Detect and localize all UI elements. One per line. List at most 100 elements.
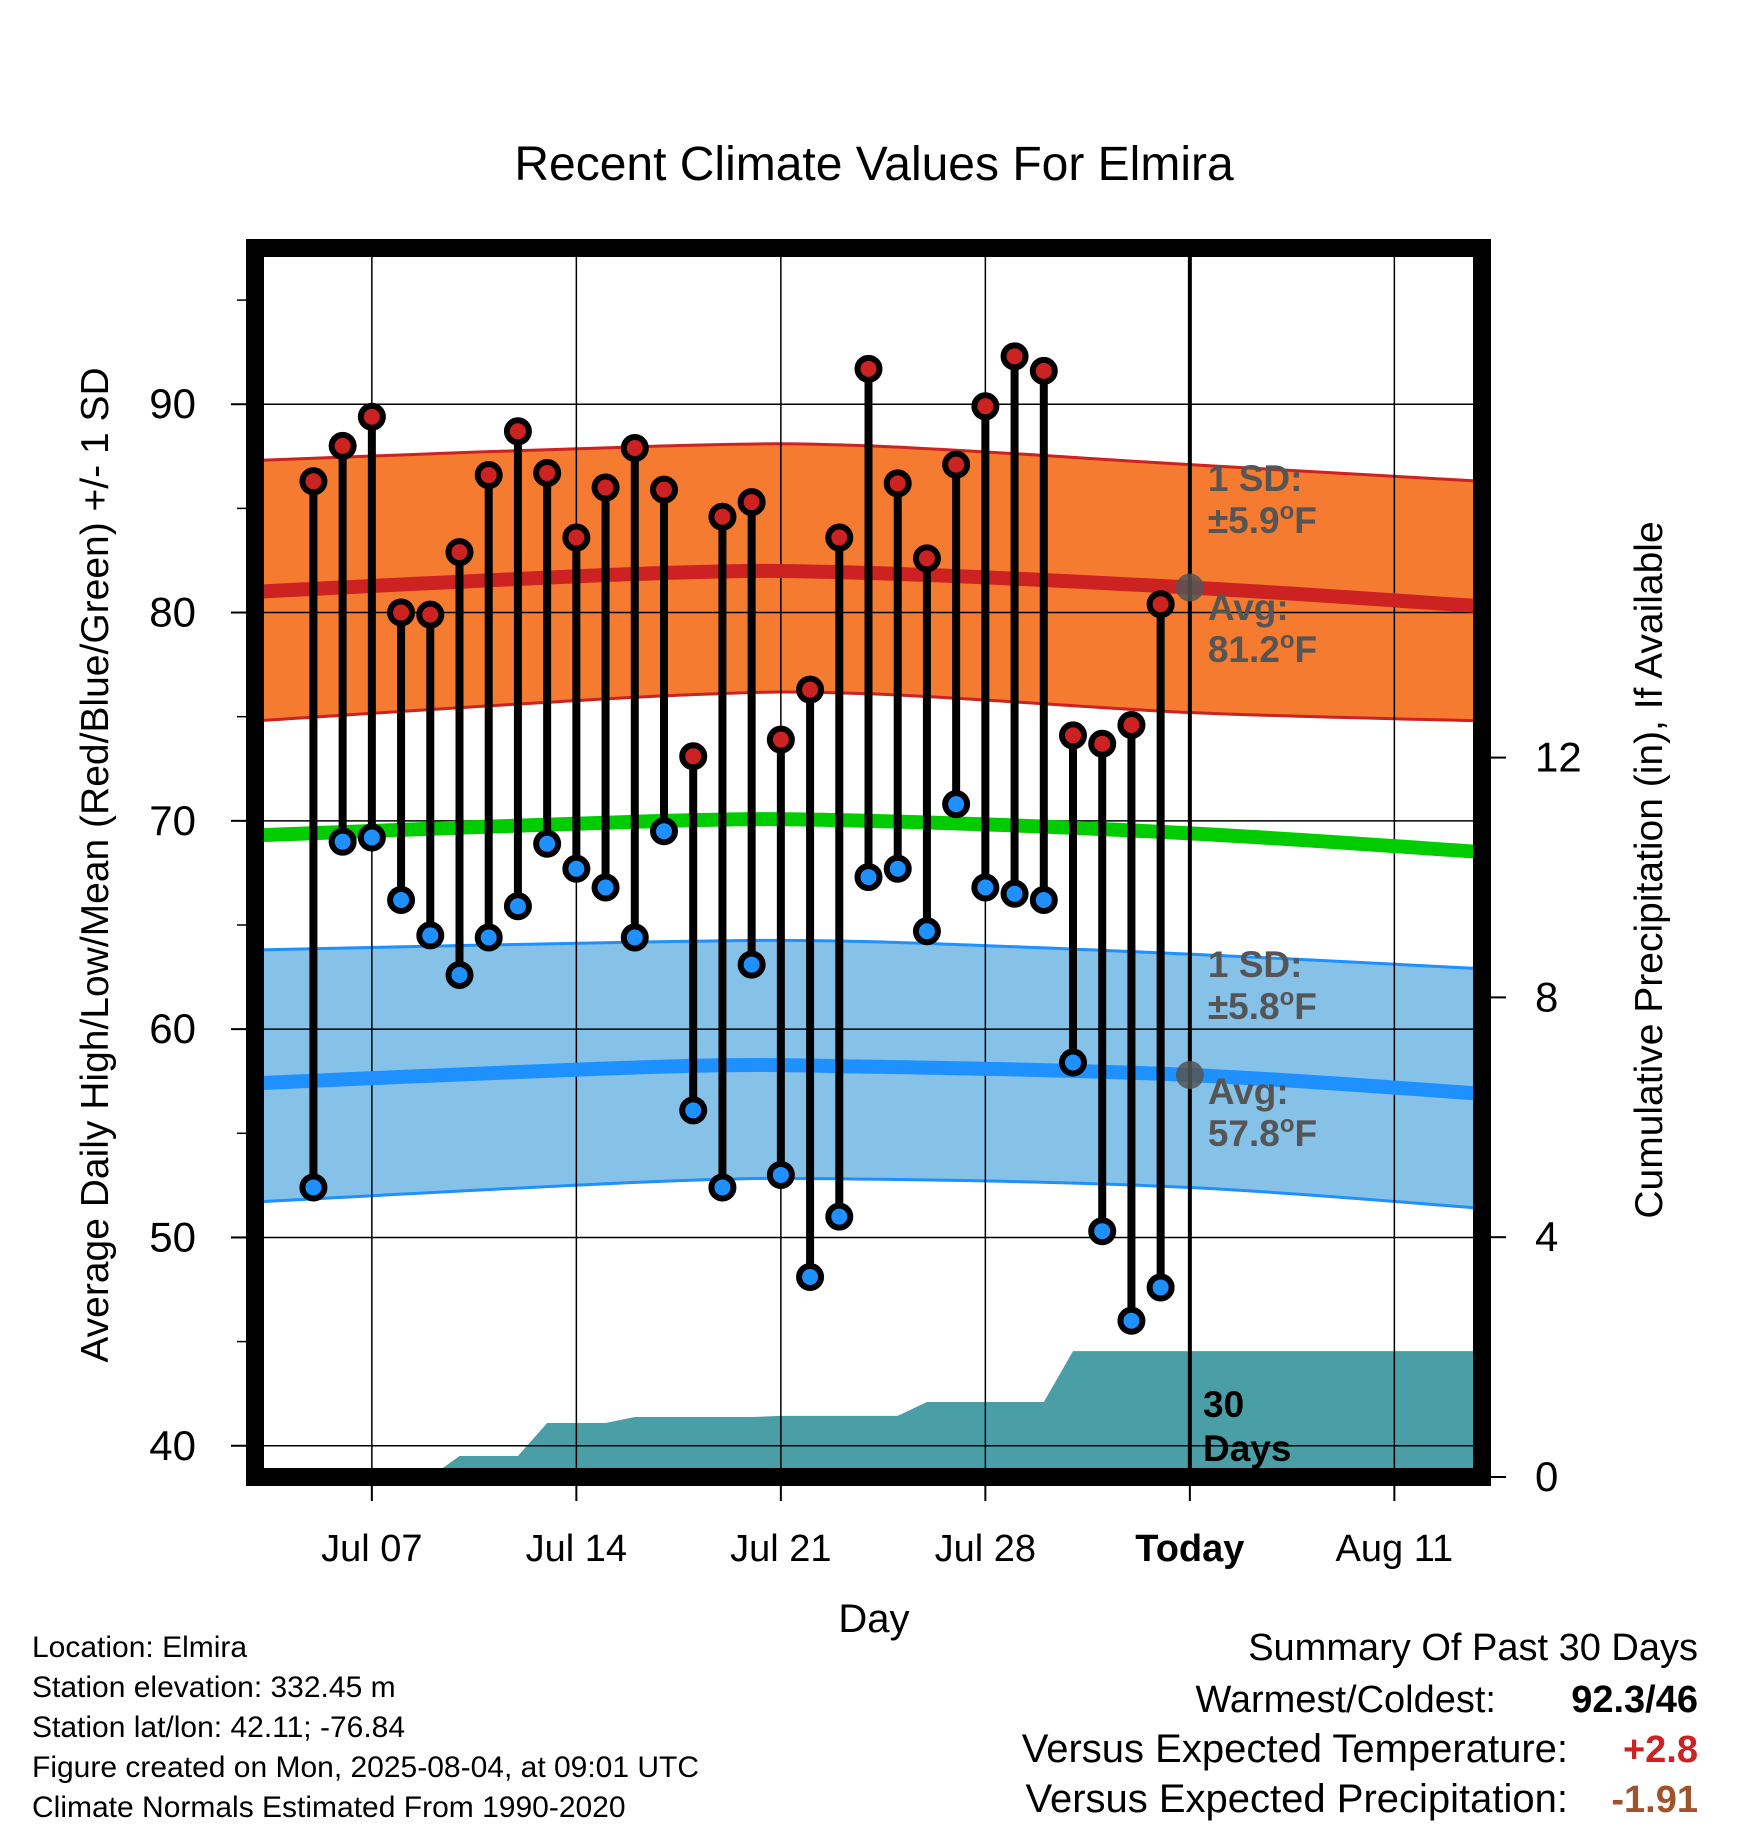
daily-high-point	[328, 431, 357, 460]
daily-high-point	[416, 600, 445, 629]
low-average-line	[254, 1058, 1483, 1101]
daily-high-point	[1146, 590, 1175, 619]
y-axis-label: Average Daily High/Low/Mean (Red/Blue/Gr…	[74, 367, 117, 1362]
low-avg-value: 57.8oF	[1208, 1111, 1317, 1154]
daily-low-point	[650, 817, 678, 846]
daily-low-point	[620, 923, 649, 952]
daily-high-point	[357, 402, 386, 431]
daily-low-point	[1000, 879, 1029, 908]
info-normals: Climate Normals Estimated From 1990-2020	[32, 1791, 626, 1824]
station-info: Location: Elmira Station elevation: 332.…	[32, 1631, 699, 1824]
high-avg-label: Avg:	[1208, 587, 1289, 628]
summary-warmest-label: Warmest/Coldest:	[1195, 1679, 1496, 1721]
daily-low-point	[1029, 885, 1058, 914]
daily-low-point	[971, 873, 1000, 902]
daily-low-point	[679, 1096, 708, 1125]
y-tick-label: 60	[149, 1005, 196, 1052]
info-created: Figure created on Mon, 2025-08-04, at 09…	[32, 1751, 699, 1784]
period-label-line2: Days	[1203, 1428, 1291, 1469]
daily-high-point	[1088, 729, 1117, 758]
precipitation-area	[313, 1351, 1482, 1477]
daily-low-point	[854, 863, 883, 892]
daily-low-point	[445, 960, 474, 989]
chart-text: Recent Climate Values For Elmira Day Ave…	[74, 138, 1671, 1641]
low-sd-band	[255, 940, 1482, 1209]
daily-low-point	[942, 790, 971, 819]
x-tick-label: Jul 14	[526, 1528, 627, 1570]
daily-low-point	[1059, 1048, 1087, 1077]
summary-precip-label: Versus Expected Precipitation:	[1025, 1777, 1568, 1821]
daily-low-point	[912, 917, 941, 946]
axes: Jul 07 Jul 14 Jul 21 Jul 28 Today Aug 1140506…	[149, 299, 1582, 1570]
daily-low-point	[1117, 1306, 1146, 1335]
period-label-line1: 30	[1203, 1384, 1244, 1425]
daily-high-point	[387, 598, 416, 627]
y2-tick-label: 4	[1535, 1213, 1558, 1260]
daily-low-point	[387, 885, 416, 914]
daily-low-point	[562, 854, 591, 883]
daily-high-point	[942, 450, 971, 479]
plot-frame	[246, 239, 1491, 1486]
daily-low-point	[328, 827, 357, 856]
summary-heading: Summary Of Past 30 Days	[1248, 1627, 1698, 1669]
y-tick-label: 80	[149, 589, 196, 636]
daily-high-point	[1000, 342, 1029, 371]
daily-high-point	[299, 467, 328, 496]
daily-low-point	[474, 923, 503, 952]
daily-low-point	[1146, 1273, 1175, 1302]
precip-cumulative-area	[313, 1351, 1482, 1477]
daily-low-point	[708, 1173, 737, 1202]
daily-high-point	[503, 417, 532, 446]
x-tick-label: Jul 07	[321, 1528, 422, 1570]
today-marker	[1175, 248, 1204, 1477]
daily-low-point	[1088, 1217, 1117, 1246]
plot-border	[246, 239, 1491, 1486]
daily-high-point	[650, 475, 678, 504]
daily-low-point	[591, 873, 620, 902]
x-tick-label: Jul 28	[935, 1528, 1036, 1570]
daily-high-point	[679, 742, 708, 771]
daily-low-point	[883, 854, 912, 883]
daily-low-point	[766, 1160, 795, 1189]
daily-high-point	[883, 469, 912, 498]
y-tick-label: 40	[149, 1422, 196, 1469]
summary-panel: Summary Of Past 30 Days Warmest/Coldest:…	[1022, 1627, 1698, 1821]
daily-high-point	[796, 675, 825, 704]
low-sd-value: ±5.8oF	[1208, 984, 1317, 1027]
y-tick-label: 90	[149, 380, 196, 427]
info-location: Location: Elmira	[32, 1631, 247, 1664]
high-sd-label: 1 SD:	[1208, 458, 1303, 499]
daily-high-point	[562, 523, 591, 552]
daily-high-point	[737, 488, 766, 517]
daily-high-point	[854, 354, 883, 383]
daily-high-point	[445, 538, 474, 567]
daily-low-point	[825, 1202, 854, 1231]
daily-high-point	[591, 473, 620, 502]
low-sd-label: 1 SD:	[1208, 944, 1303, 985]
daily-high-point	[474, 461, 503, 490]
summary-temp-label: Versus Expected Temperature:	[1022, 1727, 1568, 1771]
daily-high-point	[825, 523, 854, 552]
x-axis-label: Day	[838, 1597, 909, 1641]
daily-low-point	[503, 892, 532, 921]
daily-high-point	[912, 544, 941, 573]
daily-high-point	[766, 725, 795, 754]
high-sd-value: ±5.9oF	[1208, 498, 1317, 541]
daily-low-point	[299, 1173, 328, 1202]
summary-precip-value: -1.91	[1611, 1779, 1698, 1821]
info-elevation: Station elevation: 332.45 m	[32, 1671, 396, 1704]
daily-low-point	[796, 1263, 825, 1292]
daily-high-point	[1059, 721, 1087, 750]
daily-high-point	[971, 392, 1000, 421]
y2-axis-label: Cumulative Precipitation (in), If Availa…	[1628, 521, 1671, 1218]
summary-temp-value: +2.8	[1623, 1729, 1698, 1771]
daily-low-point	[357, 823, 386, 852]
today-high-avg-dot	[1175, 573, 1204, 602]
daily-high-point	[1029, 356, 1058, 385]
daily-high-point	[620, 433, 649, 462]
daily-observations	[299, 342, 1175, 1335]
y-tick-label: 50	[149, 1213, 196, 1260]
high-avg-value: 81.2oF	[1208, 627, 1317, 670]
daily-high-point	[533, 458, 562, 487]
